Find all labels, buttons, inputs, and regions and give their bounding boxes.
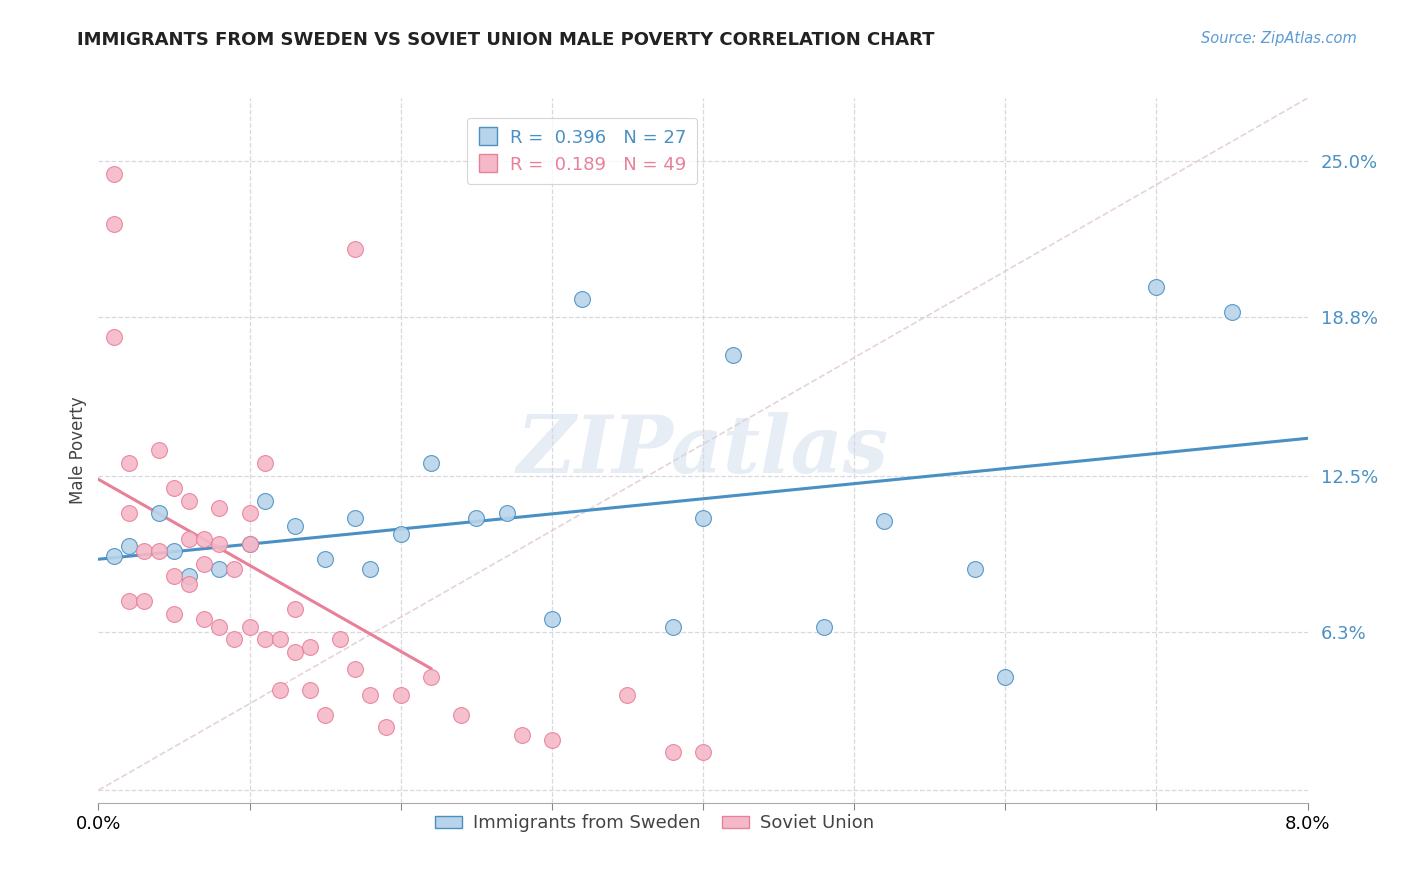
Point: [253, 493, 276, 508]
Point: [103, 330, 125, 344]
Point: [103, 549, 125, 564]
Point: [208, 619, 231, 633]
Point: [179, 493, 201, 508]
Point: [389, 688, 412, 702]
Point: [193, 532, 215, 546]
Point: [420, 456, 443, 470]
Point: [208, 536, 231, 550]
Point: [269, 682, 291, 697]
Point: [723, 348, 745, 362]
Point: [208, 562, 231, 576]
Point: [299, 682, 322, 697]
Point: [253, 456, 276, 470]
Point: [360, 562, 382, 576]
Point: [179, 532, 201, 546]
Point: [495, 507, 517, 521]
Point: [420, 670, 443, 684]
Point: [118, 594, 141, 608]
Point: [374, 720, 396, 734]
Text: IMMIGRANTS FROM SWEDEN VS SOVIET UNION MALE POVERTY CORRELATION CHART: IMMIGRANTS FROM SWEDEN VS SOVIET UNION M…: [77, 31, 935, 49]
Point: [661, 619, 683, 633]
Point: [118, 507, 141, 521]
Point: [344, 511, 367, 525]
Point: [148, 544, 170, 558]
Point: [253, 632, 276, 647]
Point: [813, 619, 835, 633]
Point: [329, 632, 352, 647]
Point: [148, 507, 170, 521]
Point: [965, 562, 987, 576]
Point: [163, 569, 186, 583]
Point: [465, 511, 488, 525]
Point: [224, 632, 246, 647]
Point: [239, 507, 262, 521]
Point: [163, 544, 186, 558]
Point: [540, 732, 562, 747]
Point: [360, 688, 382, 702]
Point: [510, 728, 533, 742]
Point: [193, 557, 215, 571]
Point: [163, 481, 186, 495]
Point: [692, 746, 714, 760]
Point: [118, 456, 141, 470]
Point: [661, 746, 683, 760]
Point: [540, 612, 562, 626]
Point: [1146, 280, 1168, 294]
Point: [132, 594, 155, 608]
Text: Source: ZipAtlas.com: Source: ZipAtlas.com: [1201, 31, 1357, 46]
Point: [163, 607, 186, 621]
Point: [571, 293, 593, 307]
Point: [450, 707, 472, 722]
Point: [284, 602, 307, 616]
Point: [284, 519, 307, 533]
Point: [994, 670, 1017, 684]
Point: [344, 662, 367, 676]
Point: [284, 645, 307, 659]
Point: [224, 562, 246, 576]
Y-axis label: Male Poverty: Male Poverty: [69, 397, 87, 504]
Point: [389, 526, 412, 541]
Point: [344, 242, 367, 256]
Point: [239, 536, 262, 550]
Point: [208, 501, 231, 516]
Point: [1220, 305, 1243, 319]
Point: [179, 569, 201, 583]
Point: [616, 688, 638, 702]
Point: [314, 707, 336, 722]
Point: [239, 619, 262, 633]
Text: ZIPatlas: ZIPatlas: [517, 412, 889, 489]
Legend: Immigrants from Sweden, Soviet Union: Immigrants from Sweden, Soviet Union: [427, 807, 882, 839]
Point: [873, 514, 896, 528]
Point: [239, 536, 262, 550]
Point: [692, 511, 714, 525]
Point: [103, 217, 125, 231]
Point: [118, 539, 141, 553]
Point: [314, 551, 336, 566]
Point: [148, 443, 170, 458]
Point: [193, 612, 215, 626]
Point: [299, 640, 322, 654]
Point: [103, 167, 125, 181]
Point: [269, 632, 291, 647]
Point: [179, 577, 201, 591]
Point: [132, 544, 155, 558]
